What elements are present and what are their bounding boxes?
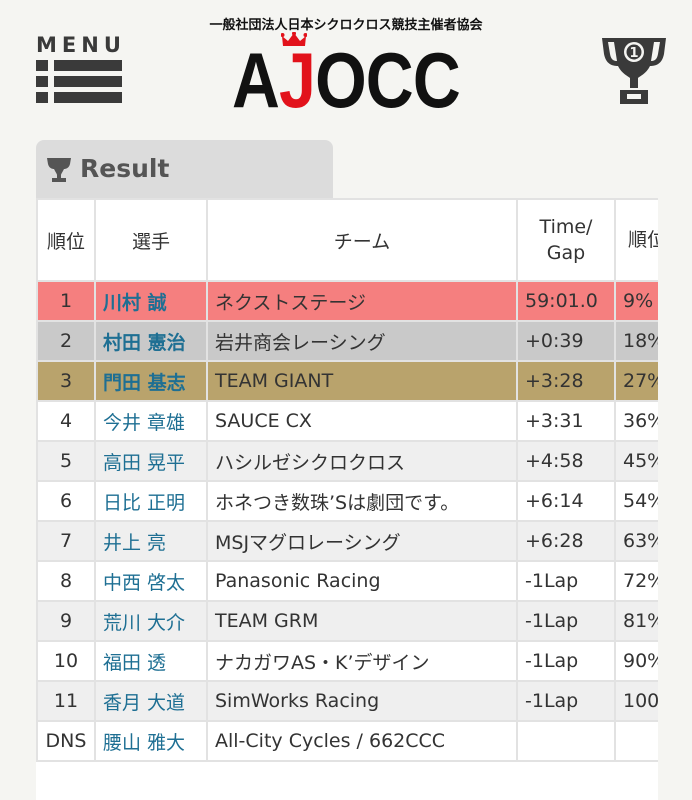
- rider-name[interactable]: 中西 啓太: [94, 560, 208, 602]
- pct-cell: 45%: [614, 440, 658, 482]
- org-name: 一般社団法人日本シクロクロス競技主催者協会: [209, 18, 483, 33]
- section-title: Result: [80, 154, 170, 183]
- rider-name[interactable]: 日比 正明: [94, 480, 208, 522]
- team-cell: SAUCE CX: [206, 400, 518, 442]
- team-cell: TEAM GIANT: [206, 360, 518, 402]
- rank-cell: 7: [36, 520, 96, 562]
- rider-name[interactable]: 川村 誠: [94, 280, 208, 322]
- team-cell: TEAM GRM: [206, 600, 518, 642]
- result-section-tab: Result: [36, 140, 333, 198]
- table-header-row: 順位 選手 チーム Time/ Gap 順位%: [36, 198, 658, 282]
- trophy-ranking-icon[interactable]: 1: [600, 34, 668, 106]
- rider-name[interactable]: 香月 大道: [94, 680, 208, 722]
- pct-cell: 54%: [614, 480, 658, 522]
- pct-cell: [614, 720, 658, 762]
- rank-cell: 9: [36, 600, 96, 642]
- rider-name[interactable]: 腰山 雅大: [94, 720, 208, 762]
- rider-name[interactable]: 福田 透: [94, 640, 208, 682]
- rider-name[interactable]: 荒川 大介: [94, 600, 208, 642]
- table-row: DNS 腰山 雅大 All-City Cycles / 662CCC: [36, 720, 658, 762]
- header-pct: 順位%: [614, 198, 658, 282]
- menu-label: MENU: [36, 33, 126, 57]
- rider-name[interactable]: 高田 晃平: [94, 440, 208, 482]
- results-table: 順位 選手 チーム Time/ Gap 順位% 1川村 誠ネクストステージ59:…: [36, 198, 658, 762]
- rider-name[interactable]: 門田 基志: [94, 360, 208, 402]
- header-rider: 選手: [94, 198, 208, 282]
- pct-cell: 63%: [614, 520, 658, 562]
- time-cell: +3:31: [516, 400, 616, 442]
- header-rank: 順位: [36, 198, 96, 282]
- rank-cell: 1: [36, 280, 96, 322]
- ajocc-logo[interactable]: AJOCC: [232, 36, 461, 124]
- menu-button[interactable]: MENU: [36, 34, 122, 108]
- team-cell: SimWorks Racing: [206, 680, 518, 722]
- pct-cell: 81%: [614, 600, 658, 642]
- pct-cell: 100%: [614, 680, 658, 722]
- pct-cell: 9%: [614, 280, 658, 322]
- rider-name[interactable]: 村田 憲治: [94, 320, 208, 362]
- team-cell: Panasonic Racing: [206, 560, 518, 602]
- team-cell: 岩井商会レーシング: [206, 320, 518, 362]
- menu-icon: [36, 60, 122, 103]
- time-cell: -1Lap: [516, 680, 616, 722]
- time-cell: -1Lap: [516, 560, 616, 602]
- rank-cell: 6: [36, 480, 96, 522]
- pct-cell: 72%: [614, 560, 658, 602]
- pct-cell: 36%: [614, 400, 658, 442]
- time-cell: +4:58: [516, 440, 616, 482]
- time-cell: 59:01.0: [516, 280, 616, 322]
- rank-cell: 3: [36, 360, 96, 402]
- rider-name[interactable]: 井上 亮: [94, 520, 208, 562]
- rank-cell: 4: [36, 400, 96, 442]
- team-cell: MSJマグロレーシング: [206, 520, 518, 562]
- pct-cell: 27%: [614, 360, 658, 402]
- rider-name[interactable]: 今井 章雄: [94, 400, 208, 442]
- table-row: 1 川村 誠ネクストステージ 59:01.0 9%: [36, 280, 658, 322]
- team-cell: All-City Cycles / 662CCC: [206, 720, 518, 762]
- pct-cell: 90%: [614, 640, 658, 682]
- rank-cell: 11: [36, 680, 96, 722]
- time-cell: -1Lap: [516, 600, 616, 642]
- time-cell: +3:28: [516, 360, 616, 402]
- rank-cell: 10: [36, 640, 96, 682]
- pct-cell: 18%: [614, 320, 658, 362]
- time-cell: [516, 720, 616, 762]
- header-time: Time/ Gap: [516, 198, 616, 282]
- rank-cell: DNS: [36, 720, 96, 762]
- trophy-icon: [47, 158, 71, 182]
- svg-text:1: 1: [629, 46, 638, 61]
- header-team: チーム: [206, 198, 518, 282]
- rank-cell: 5: [36, 440, 96, 482]
- time-cell: +6:28: [516, 520, 616, 562]
- time-cell: +0:39: [516, 320, 616, 362]
- team-cell: ナカガワAS・K’デザイン: [206, 640, 518, 682]
- time-cell: -1Lap: [516, 640, 616, 682]
- rank-cell: 8: [36, 560, 96, 602]
- time-cell: +6:14: [516, 480, 616, 522]
- crown-icon: [281, 32, 307, 46]
- results-table-container[interactable]: 順位 選手 チーム Time/ Gap 順位% 1川村 誠ネクストステージ59:…: [36, 198, 658, 800]
- team-cell: ホネつき数珠’Sは劇団です。: [206, 480, 518, 522]
- rank-cell: 2: [36, 320, 96, 362]
- team-cell: ハシルゼシクロクロス: [206, 440, 518, 482]
- team-cell: ネクストステージ: [206, 280, 518, 322]
